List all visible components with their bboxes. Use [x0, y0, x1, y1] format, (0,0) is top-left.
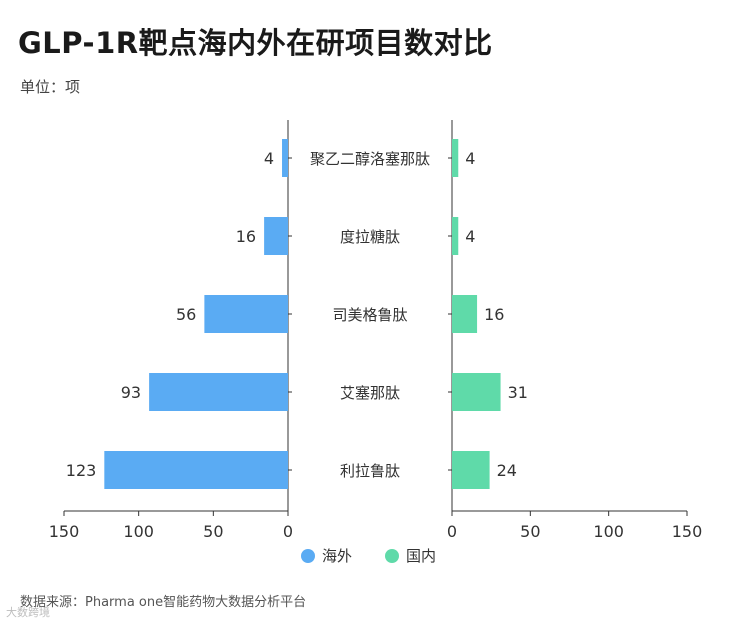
- bar-domestic: [452, 373, 501, 411]
- left-axis-tick-label: 100: [123, 522, 154, 541]
- bar-domestic: [452, 139, 459, 177]
- data-label-domestic: 4: [465, 149, 475, 168]
- data-label-overseas: 4: [264, 149, 274, 168]
- category-label: 艾塞那肽: [340, 384, 400, 402]
- bar-domestic: [452, 451, 490, 489]
- left-axis-tick-label: 150: [49, 522, 80, 541]
- legend-label-overseas: 海外: [322, 547, 352, 565]
- right-axis-tick-label: 50: [520, 522, 540, 541]
- bar-overseas: [264, 217, 288, 255]
- legend-marker-overseas: [301, 549, 315, 563]
- bar-overseas: [204, 295, 288, 333]
- left-axis-tick-label: 0: [283, 522, 293, 541]
- unit-label: 单位：项: [20, 78, 81, 96]
- category-label: 度拉糖肽: [340, 228, 400, 246]
- data-label-domestic: 4: [465, 227, 475, 246]
- data-label-overseas: 16: [236, 227, 256, 246]
- data-label-domestic: 31: [508, 383, 528, 402]
- left-axis-tick-label: 50: [203, 522, 223, 541]
- right-axis-tick-label: 0: [447, 522, 457, 541]
- watermark-text: 大数跨境: [6, 606, 50, 619]
- bar-overseas: [149, 373, 288, 411]
- legend-label-domestic: 国内: [406, 547, 436, 565]
- bar-overseas: [282, 139, 288, 177]
- data-label-domestic: 24: [497, 461, 517, 480]
- bar-domestic: [452, 295, 478, 333]
- data-label-overseas: 123: [66, 461, 97, 480]
- data-label-overseas: 93: [121, 383, 141, 402]
- chart-title: GLP-1R靶点海内外在研项目数对比: [18, 26, 493, 60]
- right-axis-tick-label: 150: [672, 522, 703, 541]
- bar-overseas: [104, 451, 288, 489]
- category-label: 司美格鲁肽: [332, 306, 407, 324]
- legend-marker-domestic: [385, 549, 399, 563]
- right-axis-tick-label: 100: [593, 522, 624, 541]
- data-label-overseas: 56: [176, 305, 196, 324]
- source-note: 数据来源：Pharma one智能药物大数据分析平台: [20, 595, 307, 610]
- category-label: 利拉鲁肽: [340, 462, 400, 480]
- data-label-domestic: 16: [484, 305, 504, 324]
- category-label: 聚乙二醇洛塞那肽: [310, 150, 430, 168]
- bar-domestic: [452, 217, 459, 255]
